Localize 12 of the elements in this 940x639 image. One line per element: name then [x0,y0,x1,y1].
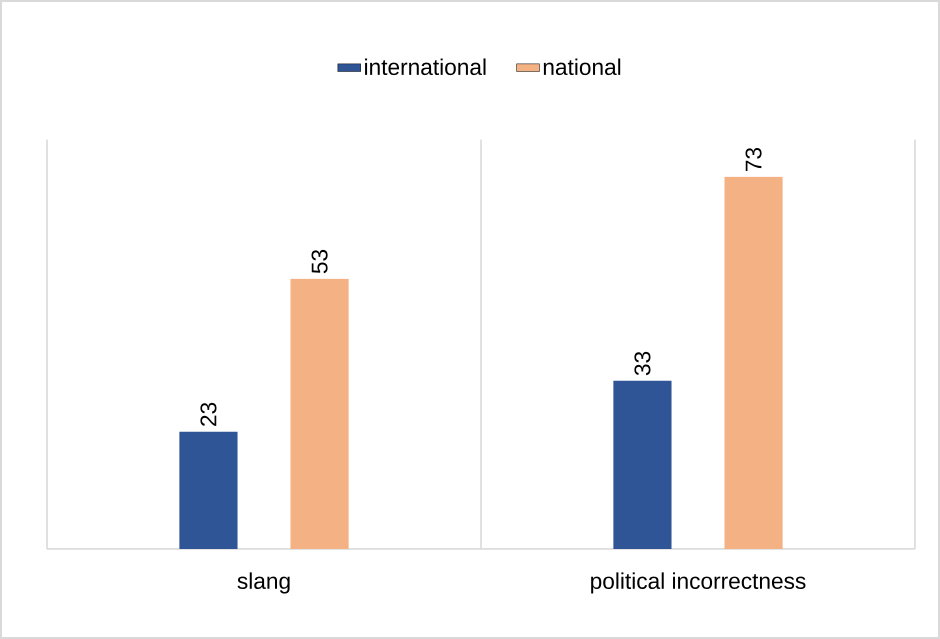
legend-label: international [365,58,486,76]
x-tick-label: slang [238,572,290,594]
legend-label: national [544,58,620,76]
data-label: 33 [634,352,650,376]
bar [613,380,672,549]
x-tick-label: political incorrectness [591,572,806,594]
data-label: 23 [200,402,216,426]
data-label: 73 [746,148,762,171]
bar [724,176,783,549]
bar [179,432,238,549]
data-label: 53 [312,250,328,274]
bar [290,278,349,549]
